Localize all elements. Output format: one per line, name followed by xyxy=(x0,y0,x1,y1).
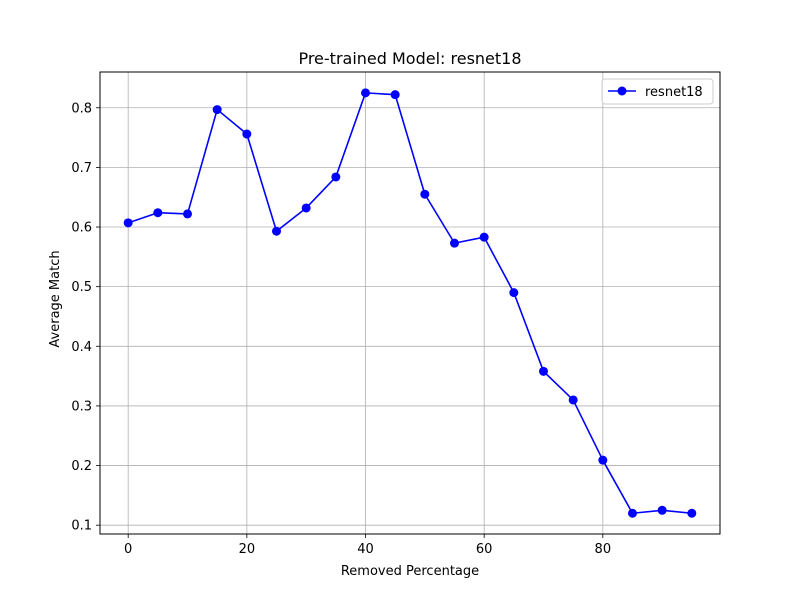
x-tick-label: 60 xyxy=(476,542,493,557)
data-point xyxy=(449,238,459,248)
data-point xyxy=(568,395,578,405)
legend-frame xyxy=(601,78,714,105)
x-tick-label: 80 xyxy=(595,542,612,557)
plot-area xyxy=(123,88,697,518)
legend: resnet18 xyxy=(601,78,714,105)
y-tick-label: 0.1 xyxy=(71,519,92,534)
data-point xyxy=(153,208,163,218)
data-point xyxy=(420,189,430,199)
data-point xyxy=(598,455,608,465)
y-tick-label: 0.3 xyxy=(71,399,92,414)
data-point xyxy=(509,288,519,298)
axes-frame xyxy=(99,71,721,535)
legend-marker-resnet18 xyxy=(617,86,627,96)
axis-ticks: 0 20 40 60 80 0.1 0.2 0.3 0.4 0.5 0.6 0.7 0.8 xyxy=(71,101,611,557)
data-point xyxy=(627,508,637,518)
data-point xyxy=(361,88,371,98)
x-tick-label: 40 xyxy=(357,542,374,557)
data-point xyxy=(331,172,341,182)
data-point xyxy=(123,218,133,228)
y-axis-title: Average Match xyxy=(48,250,63,347)
grid xyxy=(100,72,720,534)
y-tick-label: 0.4 xyxy=(71,340,92,355)
data-point xyxy=(272,226,282,236)
chart-title: Pre-trained Model: resnet18 xyxy=(298,49,521,68)
data-point xyxy=(301,203,311,213)
y-tick-label: 0.2 xyxy=(71,459,92,474)
y-tick-label: 0.6 xyxy=(71,221,92,236)
data-point xyxy=(212,105,222,115)
data-point xyxy=(242,129,252,139)
y-tick-label: 0.7 xyxy=(71,161,92,176)
data-point xyxy=(479,232,489,242)
data-point xyxy=(390,90,400,100)
series-line-resnet18 xyxy=(127,92,692,515)
data-point xyxy=(183,209,193,219)
x-axis-title: Removed Percentage xyxy=(341,564,479,579)
x-tick-label: 0 xyxy=(124,542,132,557)
x-tick-label: 20 xyxy=(239,542,256,557)
legend-label-resnet18: resnet18 xyxy=(645,85,703,100)
y-tick-label: 0.8 xyxy=(71,101,92,116)
data-point xyxy=(687,508,697,518)
data-point xyxy=(657,505,667,515)
data-point xyxy=(538,366,548,376)
y-tick-label: 0.5 xyxy=(71,280,92,295)
